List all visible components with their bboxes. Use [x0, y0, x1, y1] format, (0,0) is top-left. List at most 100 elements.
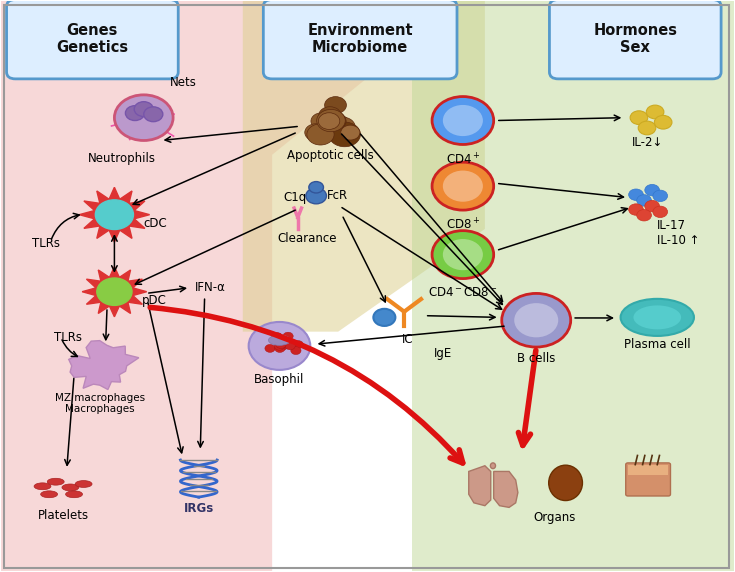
- Polygon shape: [469, 466, 491, 506]
- Polygon shape: [1, 1, 368, 571]
- Text: IC: IC: [402, 333, 414, 347]
- Circle shape: [637, 209, 651, 221]
- Circle shape: [144, 107, 163, 122]
- Circle shape: [327, 114, 346, 129]
- Circle shape: [307, 124, 334, 145]
- Text: IRGs: IRGs: [184, 502, 214, 515]
- Text: Neutrophils: Neutrophils: [87, 152, 156, 165]
- Circle shape: [443, 239, 483, 270]
- Circle shape: [126, 106, 145, 121]
- Text: CD4$^+$: CD4$^+$: [445, 152, 480, 167]
- Text: IL-17
IL-10 ↑: IL-17 IL-10 ↑: [657, 219, 700, 247]
- Circle shape: [654, 116, 672, 129]
- Circle shape: [96, 200, 134, 229]
- Circle shape: [277, 343, 287, 351]
- Ellipse shape: [268, 335, 290, 345]
- Circle shape: [318, 110, 344, 130]
- Circle shape: [275, 344, 285, 352]
- Circle shape: [432, 162, 494, 210]
- Text: FcR: FcR: [327, 189, 348, 202]
- Circle shape: [638, 121, 656, 135]
- Circle shape: [432, 231, 494, 279]
- Circle shape: [329, 122, 360, 147]
- Circle shape: [306, 188, 326, 204]
- Circle shape: [653, 190, 667, 201]
- Circle shape: [265, 344, 275, 352]
- Ellipse shape: [634, 305, 681, 329]
- FancyBboxPatch shape: [7, 0, 178, 79]
- Polygon shape: [243, 1, 485, 332]
- Circle shape: [318, 113, 340, 129]
- Polygon shape: [69, 340, 139, 390]
- Ellipse shape: [47, 478, 64, 485]
- Circle shape: [319, 107, 341, 124]
- Circle shape: [274, 342, 284, 350]
- Ellipse shape: [40, 491, 57, 498]
- Circle shape: [443, 170, 483, 202]
- Circle shape: [628, 204, 643, 215]
- Circle shape: [637, 194, 651, 206]
- Text: Basophil: Basophil: [254, 373, 304, 386]
- Circle shape: [630, 111, 648, 125]
- Circle shape: [97, 278, 132, 305]
- Circle shape: [311, 113, 332, 129]
- Text: Platelets: Platelets: [37, 509, 89, 522]
- FancyBboxPatch shape: [550, 0, 721, 79]
- Ellipse shape: [75, 480, 92, 487]
- Circle shape: [305, 124, 327, 141]
- Ellipse shape: [620, 299, 694, 336]
- Text: Apoptotic cells: Apoptotic cells: [287, 149, 374, 162]
- Circle shape: [432, 97, 494, 145]
- Circle shape: [514, 303, 559, 337]
- Circle shape: [645, 184, 659, 196]
- Text: Genes
Genetics: Genes Genetics: [57, 23, 129, 55]
- Ellipse shape: [34, 483, 51, 490]
- Text: CD8$^+$: CD8$^+$: [445, 217, 480, 233]
- Text: pDC: pDC: [143, 294, 167, 307]
- Circle shape: [321, 112, 345, 130]
- Text: IFN-α: IFN-α: [195, 281, 226, 294]
- Circle shape: [317, 109, 345, 132]
- FancyBboxPatch shape: [628, 464, 668, 475]
- Polygon shape: [82, 267, 147, 317]
- Text: CD4$^-$CD8$^-$: CD4$^-$CD8$^-$: [428, 286, 498, 299]
- Circle shape: [373, 309, 395, 326]
- Circle shape: [283, 332, 293, 340]
- FancyBboxPatch shape: [263, 0, 457, 79]
- Text: Organs: Organs: [534, 511, 576, 525]
- Text: TLRs: TLRs: [32, 237, 60, 250]
- Circle shape: [653, 206, 667, 217]
- Circle shape: [628, 189, 643, 200]
- Text: C1q: C1q: [283, 191, 306, 204]
- Text: Environment
Microbiome: Environment Microbiome: [307, 23, 413, 55]
- Text: MZ macrophages
Macrophages: MZ macrophages Macrophages: [54, 393, 145, 414]
- Ellipse shape: [549, 465, 582, 500]
- Circle shape: [115, 95, 173, 141]
- Circle shape: [285, 342, 295, 350]
- Text: Clearance: Clearance: [278, 232, 337, 245]
- Circle shape: [443, 105, 483, 136]
- Ellipse shape: [62, 484, 79, 491]
- Circle shape: [276, 340, 286, 348]
- Circle shape: [341, 125, 360, 140]
- Circle shape: [248, 322, 310, 370]
- Text: IL-2↓: IL-2↓: [632, 137, 664, 149]
- Circle shape: [502, 293, 570, 347]
- Circle shape: [309, 181, 323, 193]
- Text: cDC: cDC: [144, 217, 168, 230]
- Text: B cells: B cells: [517, 352, 556, 364]
- Polygon shape: [79, 187, 150, 242]
- Text: Plasma cell: Plasma cell: [624, 339, 691, 352]
- Polygon shape: [494, 471, 518, 507]
- Text: Hormones
Sex: Hormones Sex: [593, 23, 677, 55]
- Circle shape: [135, 102, 154, 117]
- Circle shape: [330, 117, 355, 137]
- Ellipse shape: [490, 463, 495, 468]
- Text: TLRs: TLRs: [54, 331, 82, 344]
- Polygon shape: [412, 1, 734, 571]
- Circle shape: [325, 114, 349, 133]
- Circle shape: [646, 105, 664, 119]
- Circle shape: [291, 347, 301, 355]
- Text: Nets: Nets: [170, 76, 196, 89]
- Circle shape: [325, 97, 346, 114]
